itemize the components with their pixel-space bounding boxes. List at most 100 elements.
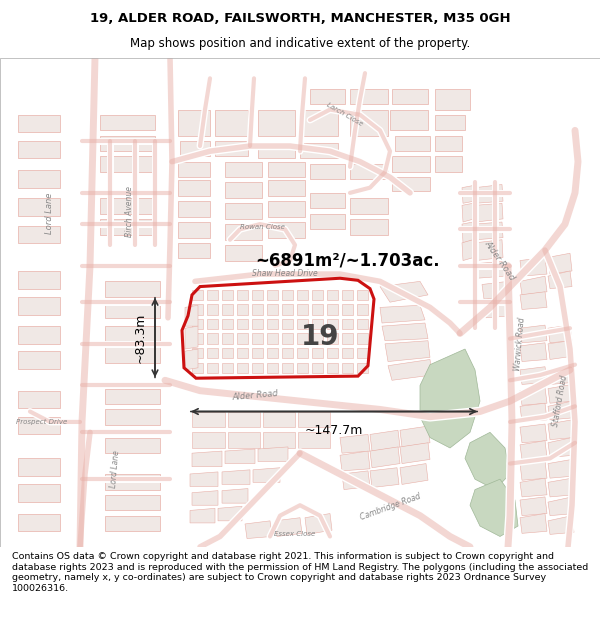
Polygon shape <box>215 109 248 136</box>
Polygon shape <box>312 333 323 344</box>
Polygon shape <box>342 290 353 300</box>
Polygon shape <box>520 403 547 422</box>
Polygon shape <box>252 290 263 300</box>
Polygon shape <box>105 495 160 511</box>
Polygon shape <box>310 164 345 179</box>
Polygon shape <box>385 341 430 361</box>
Polygon shape <box>380 281 428 302</box>
Polygon shape <box>297 348 308 358</box>
Text: ~147.7m: ~147.7m <box>305 424 363 437</box>
Polygon shape <box>228 432 260 448</box>
Polygon shape <box>192 451 222 467</box>
Polygon shape <box>100 198 155 214</box>
Polygon shape <box>192 304 203 314</box>
Polygon shape <box>312 304 323 314</box>
Polygon shape <box>267 333 278 344</box>
Polygon shape <box>340 451 370 471</box>
Polygon shape <box>548 420 574 439</box>
Polygon shape <box>548 384 574 403</box>
Polygon shape <box>282 333 293 344</box>
Polygon shape <box>178 201 210 217</box>
Polygon shape <box>258 143 295 159</box>
Text: Contains OS data © Crown copyright and database right 2021. This information is : Contains OS data © Crown copyright and d… <box>12 552 588 592</box>
Polygon shape <box>350 198 388 214</box>
Polygon shape <box>207 319 218 329</box>
Polygon shape <box>350 109 388 136</box>
Polygon shape <box>548 253 572 274</box>
Polygon shape <box>392 89 428 104</box>
Polygon shape <box>18 484 60 502</box>
Polygon shape <box>190 508 215 523</box>
Text: 19: 19 <box>301 322 339 351</box>
Polygon shape <box>392 177 430 191</box>
Polygon shape <box>185 349 198 370</box>
Polygon shape <box>520 514 547 533</box>
Polygon shape <box>520 367 547 384</box>
Polygon shape <box>105 281 160 297</box>
Polygon shape <box>380 305 425 323</box>
Polygon shape <box>18 141 60 159</box>
Polygon shape <box>297 319 308 329</box>
Polygon shape <box>282 304 293 314</box>
Polygon shape <box>327 348 338 358</box>
Polygon shape <box>222 333 233 344</box>
Polygon shape <box>327 290 338 300</box>
Polygon shape <box>237 319 248 329</box>
Polygon shape <box>207 362 218 373</box>
Polygon shape <box>395 136 430 151</box>
Polygon shape <box>462 222 474 243</box>
Polygon shape <box>327 304 338 314</box>
Polygon shape <box>225 203 262 219</box>
Polygon shape <box>282 348 293 358</box>
Polygon shape <box>192 319 203 329</box>
Polygon shape <box>357 319 368 329</box>
Polygon shape <box>300 109 338 136</box>
Polygon shape <box>342 319 353 329</box>
Polygon shape <box>548 325 572 342</box>
Text: Prospect Drive: Prospect Drive <box>16 419 68 425</box>
Polygon shape <box>475 240 503 261</box>
Polygon shape <box>312 348 323 358</box>
Polygon shape <box>370 447 400 468</box>
Polygon shape <box>520 388 547 405</box>
Polygon shape <box>357 348 368 358</box>
Polygon shape <box>400 442 430 464</box>
Polygon shape <box>382 323 428 341</box>
Polygon shape <box>178 222 210 238</box>
Polygon shape <box>462 186 474 203</box>
Polygon shape <box>465 432 510 489</box>
Polygon shape <box>548 497 574 516</box>
Polygon shape <box>263 411 295 427</box>
Polygon shape <box>275 518 302 536</box>
Polygon shape <box>222 362 233 373</box>
Polygon shape <box>18 326 60 344</box>
Polygon shape <box>185 305 198 326</box>
Polygon shape <box>342 471 370 489</box>
Polygon shape <box>548 271 572 289</box>
Polygon shape <box>185 326 198 349</box>
Polygon shape <box>253 468 280 482</box>
Polygon shape <box>312 319 323 329</box>
Polygon shape <box>548 366 574 384</box>
Polygon shape <box>222 304 233 314</box>
Text: Shaw Head Drive: Shaw Head Drive <box>252 269 318 278</box>
Polygon shape <box>18 417 60 434</box>
Text: Warwick Road: Warwick Road <box>513 317 527 371</box>
Polygon shape <box>462 203 474 222</box>
Polygon shape <box>252 304 263 314</box>
Polygon shape <box>258 109 295 136</box>
Polygon shape <box>218 506 242 521</box>
Polygon shape <box>225 182 262 198</box>
Polygon shape <box>520 461 547 480</box>
Polygon shape <box>282 290 293 300</box>
Polygon shape <box>100 115 155 131</box>
Polygon shape <box>300 143 338 159</box>
Polygon shape <box>192 362 203 373</box>
Polygon shape <box>105 326 160 342</box>
Polygon shape <box>312 362 323 373</box>
Text: ~6891m²/~1.703ac.: ~6891m²/~1.703ac. <box>255 251 440 269</box>
Polygon shape <box>267 348 278 358</box>
Polygon shape <box>400 464 428 484</box>
Text: 19, ALDER ROAD, FAILSWORTH, MANCHESTER, M35 0GH: 19, ALDER ROAD, FAILSWORTH, MANCHESTER, … <box>89 12 511 25</box>
Polygon shape <box>327 319 338 329</box>
